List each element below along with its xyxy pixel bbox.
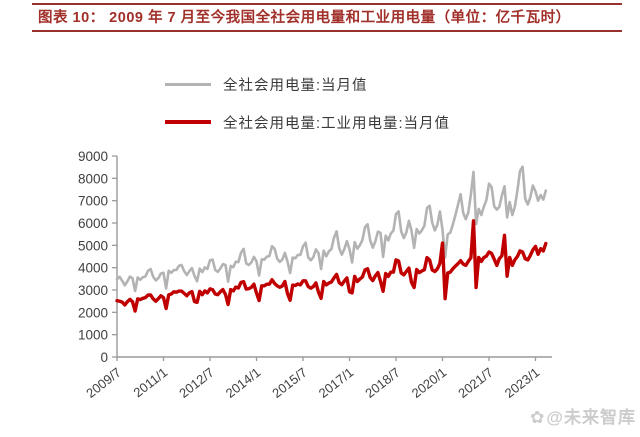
svg-text:4000: 4000	[78, 261, 108, 276]
legend-item-industry: 全社会用电量:工业用电量:当月值	[165, 110, 450, 134]
svg-text:2009/7: 2009/7	[83, 365, 124, 401]
svg-text:2020/1: 2020/1	[409, 365, 450, 401]
svg-text:2014/1: 2014/1	[223, 365, 264, 401]
legend-swatch-industry-icon	[165, 120, 211, 124]
svg-text:9000: 9000	[78, 149, 108, 164]
svg-text:8000: 8000	[78, 171, 108, 186]
x-axis: 2009/7 2011/1 2012/7 2014/1 2015/7 2017/1 2018…	[83, 357, 542, 401]
svg-text:2000: 2000	[78, 305, 108, 320]
legend-label-industry: 全社会用电量:工业用电量:当月值	[223, 115, 451, 132]
svg-text:2021/7: 2021/7	[455, 365, 496, 401]
legend-label-total: 全社会用电量:当月值	[223, 77, 368, 94]
figure-title: 图表 10： 2009 年 7 月至今我国全社会用电量和工业用电量（单位：亿千瓦…	[38, 10, 571, 26]
series-industry-line	[115, 219, 548, 313]
watermark-text: @未来智库	[546, 408, 636, 427]
svg-text:2023/1: 2023/1	[502, 365, 543, 401]
svg-text:2018/7: 2018/7	[362, 365, 403, 401]
svg-text:2012/7: 2012/7	[176, 365, 217, 401]
svg-text:0: 0	[100, 350, 108, 365]
svg-text:2011/1: 2011/1	[131, 365, 171, 401]
axis-frame	[116, 156, 552, 358]
svg-text:2015/7: 2015/7	[269, 365, 310, 401]
figure-title-block: 图表 10： 2009 年 7 月至今我国全社会用电量和工业用电量（单位：亿千瓦…	[32, 3, 622, 32]
series-total-line	[115, 165, 548, 293]
svg-text:3000: 3000	[78, 283, 108, 298]
y-axis: 0 1000 2000 3000 4000 5000 6000 7000 8000 9000	[78, 149, 117, 365]
legend-item-total: 全社会用电量:当月值	[165, 72, 450, 96]
svg-text:7000: 7000	[78, 194, 108, 209]
svg-text:6000: 6000	[78, 216, 108, 231]
svg-text:2017/1: 2017/1	[316, 365, 357, 401]
zhiku-logo-icon: ✿	[530, 408, 546, 427]
svg-text:1000: 1000	[78, 328, 108, 343]
chart-legend: 全社会用电量:当月值 全社会用电量:工业用电量:当月值	[165, 72, 450, 148]
legend-swatch-total-icon	[165, 82, 211, 86]
svg-text:5000: 5000	[78, 238, 108, 253]
watermark: ✿@未来智库	[530, 403, 636, 428]
